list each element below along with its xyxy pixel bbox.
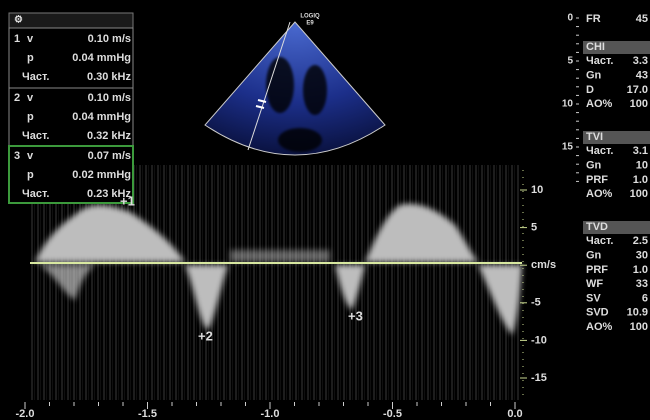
param-label: PRF	[586, 264, 608, 276]
measurement-value: 0.10 m/s	[88, 92, 131, 104]
param-label: PRF	[586, 174, 608, 186]
measurement-label: Част.	[22, 71, 49, 83]
param-label: SV	[586, 292, 601, 304]
param-label: WF	[586, 278, 603, 290]
param-value: 3.3	[633, 55, 648, 67]
param-value: 100	[630, 188, 648, 200]
ultrasound-screen: ⚙ 1v0.10 m/sp0.04 mmHgЧаст.0.30 kHz2v0.1…	[0, 0, 650, 420]
measurement-label: v	[27, 33, 34, 45]
velocity-label: 5	[531, 222, 537, 234]
param-value: 1.0	[633, 174, 648, 186]
param-label: Част.	[586, 145, 613, 157]
measurement-label: v	[27, 150, 34, 162]
measurement-label: p	[27, 52, 34, 64]
velocity-label: -5	[531, 297, 541, 309]
param-value: 6	[642, 292, 648, 304]
measurement-value: 0.04 mmHg	[72, 52, 131, 64]
panel-icon: ⚙	[14, 15, 23, 26]
param-label: Част.	[586, 235, 613, 247]
measurement-label: Част.	[22, 188, 49, 200]
measurement-number: 1	[14, 33, 20, 45]
page: ⚙ 1v0.10 m/sp0.04 mmHgЧаст.0.30 kHz2v0.1…	[0, 0, 650, 420]
section-title: CHI	[586, 41, 605, 53]
measurement-number: 3	[14, 150, 20, 162]
time-label: -1.5	[138, 408, 157, 420]
measurement-value: 0.32 kHz	[87, 130, 132, 142]
measurement-value: 0.04 mmHg	[72, 111, 131, 123]
time-label: -2.0	[16, 408, 35, 420]
param-label: SVD	[586, 307, 609, 319]
param-label: D	[586, 84, 594, 96]
velocity-label: cm/s	[531, 259, 556, 271]
time-label: 0.0	[507, 408, 522, 420]
measurement-label: Част.	[22, 130, 49, 142]
depth-label: 10	[562, 99, 574, 110]
section-title: TVI	[586, 131, 603, 143]
param-value: 10.9	[627, 307, 648, 319]
param-value: 33	[636, 278, 648, 290]
param-label: AO%	[586, 321, 613, 333]
measurement-label: p	[27, 169, 34, 181]
measurement-label: v	[27, 92, 34, 104]
depth-label: 5	[567, 56, 573, 67]
logo: E9	[306, 21, 314, 27]
param-label: Gn	[586, 250, 602, 262]
param-label: AO%	[586, 98, 613, 110]
measurement-label: p	[27, 111, 34, 123]
logo: LOGIQ	[300, 14, 320, 20]
param-value: 43	[636, 70, 648, 82]
param-label: AO%	[586, 188, 613, 200]
marker: +3	[348, 308, 363, 323]
param-value: 17.0	[627, 84, 648, 96]
measurement-value: 0.10 m/s	[88, 33, 131, 45]
param-value: 10	[636, 160, 648, 172]
param-label: Част.	[586, 55, 613, 67]
depth-label: 0	[567, 13, 573, 24]
velocity-label: -10	[531, 334, 547, 346]
param-label: Gn	[586, 160, 602, 172]
time-label: -1.0	[261, 408, 280, 420]
velocity-label: -15	[531, 372, 547, 384]
param-value: 100	[630, 321, 648, 333]
panel-header	[9, 13, 133, 28]
param-value: 3.1	[633, 145, 648, 157]
param-value: 30	[636, 250, 648, 262]
depth-label: 15	[562, 142, 574, 153]
param-label: Gn	[586, 70, 602, 82]
velocity-label: 10	[531, 184, 543, 196]
param-value: 45	[636, 13, 648, 25]
param-value: 100	[630, 98, 648, 110]
measurement-number: 2	[14, 92, 20, 104]
param-label: FR	[586, 13, 601, 25]
time-label: -0.5	[383, 408, 402, 420]
marker: +1	[120, 193, 135, 208]
section-title: TVD	[586, 221, 608, 233]
measurement-value: 0.30 kHz	[87, 71, 132, 83]
measurement-value: 0.07 m/s	[88, 150, 131, 162]
param-value: 1.0	[633, 264, 648, 276]
marker: +2	[198, 328, 213, 343]
measurement-value: 0.02 mmHg	[72, 169, 131, 181]
param-value: 2.5	[633, 235, 648, 247]
